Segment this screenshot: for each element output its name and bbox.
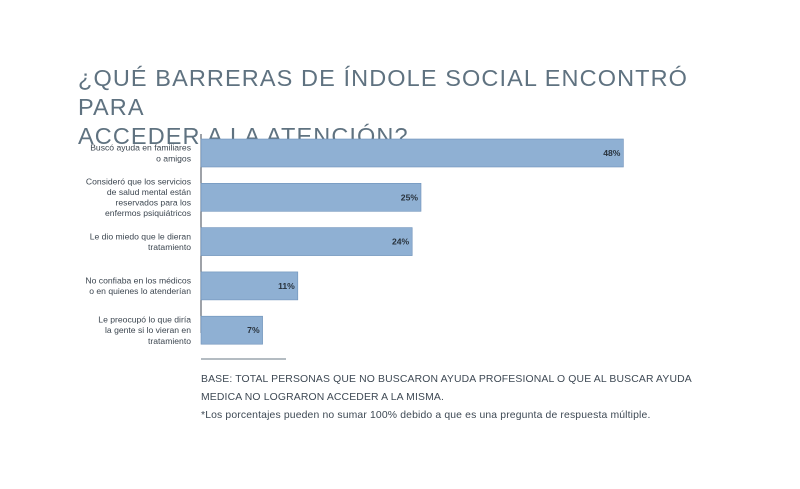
category-label-1: Buscó ayuda en familiares o amigos: [90, 143, 191, 164]
category-label-4-line-2: o en quienes lo atenderían: [89, 286, 191, 296]
footnote: BASE: TOTAL PERSONAS QUE NO BUSCARON AYU…: [201, 371, 721, 423]
category-label-2-line-4: enfermos psiquiátricos: [105, 208, 191, 218]
value-label-4: 11%: [278, 281, 295, 291]
bar-1: [200, 138, 624, 168]
category-label-4-line-1: No confiaba en los médicos: [85, 276, 191, 286]
category-label-3-line-2: tratamiento: [148, 242, 191, 252]
bars-layer: 48% Buscó ayuda en familiares o amigos 25% C…: [85, 138, 624, 346]
category-label-3: Le dio miedo que le dieran tratamiento: [90, 231, 192, 252]
category-label-5-line-1: Le preocupó lo que diría: [98, 315, 191, 325]
category-label-5-line-3: tratamiento: [148, 336, 191, 346]
category-label-1-line-2: o amigos: [156, 153, 191, 163]
category-label-2-line-1: Consideró que los servicios: [86, 176, 191, 186]
value-label-2: 25%: [401, 192, 419, 202]
category-label-5-line-2: la gente si lo vieran en: [105, 325, 191, 335]
category-label-1-line-1: Buscó ayuda en familiares: [90, 143, 191, 153]
category-label-2: Consideró que los servicios de salud ment…: [86, 176, 191, 218]
category-label-4: No confiaba en los médicos o en quienes l…: [85, 276, 191, 297]
value-label-3: 24%: [392, 237, 410, 247]
base-note: BASE: TOTAL PERSONAS QUE NO BUSCARON AYU…: [201, 371, 721, 406]
bar-5: [200, 315, 263, 345]
category-label-3-line-1: Le dio miedo que le dieran: [90, 231, 192, 241]
base-note-line-1: BASE: TOTAL PERSONAS QUE NO BUSCARON AYU…: [201, 374, 692, 385]
bar-3: [200, 227, 413, 256]
chart-title-line-1: ¿QUÉ BARRERAS DE ÍNDOLE SOCIAL ENCONTRÓ …: [78, 65, 689, 120]
category-label-5: Le preocupó lo que diría la gente si lo v…: [98, 315, 191, 346]
chart-title: ¿QUÉ BARRERAS DE ÍNDOLE SOCIAL ENCONTRÓ …: [78, 64, 718, 151]
percent-disclaimer: *Los porcentajes pueden no sumar 100% de…: [201, 410, 651, 421]
value-label-1: 48%: [603, 148, 621, 158]
bar-2: [200, 183, 422, 212]
base-note-line-2: MEDICA NO LOGRARON ACCEDER A LA MISMA.: [201, 391, 445, 403]
value-label-5: 7%: [247, 325, 260, 335]
bar-4: [200, 271, 299, 301]
category-label-2-line-3: reservados para los: [116, 198, 191, 208]
category-label-2-line-2: de salud mental están: [107, 187, 191, 197]
